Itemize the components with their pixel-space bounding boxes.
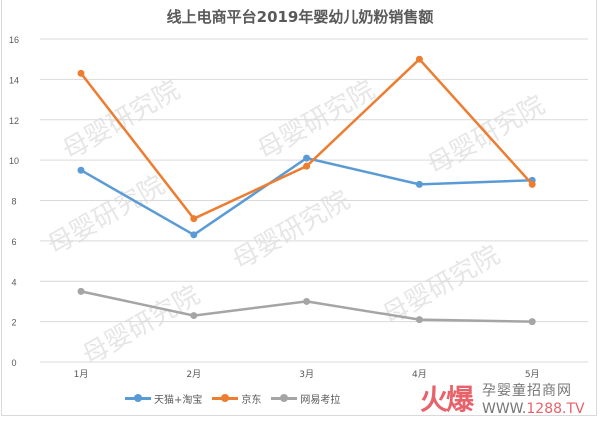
y-tick-label: 8 (11, 197, 16, 207)
legend-swatch (271, 394, 298, 402)
data-point (77, 287, 85, 295)
legend-swatch (212, 394, 239, 402)
x-tick-label: 2月 (186, 369, 201, 380)
data-point (415, 55, 423, 63)
legend: 天猫+淘宝 京东 网易考拉 (125, 391, 340, 406)
x-tick-label: 4月 (412, 369, 427, 380)
legend-item: 天猫+淘宝 (125, 391, 202, 406)
legend-swatch (125, 394, 151, 402)
data-point (415, 316, 423, 324)
y-tick-label: 0 (11, 358, 16, 368)
data-point (77, 166, 85, 174)
y-tick-label: 16 (9, 35, 19, 45)
x-tick-label: 5月 (525, 369, 540, 380)
data-point (303, 154, 311, 162)
legend-label: 天猫+淘宝 (154, 395, 203, 406)
data-point (415, 180, 423, 188)
legend-label: 京东 (241, 395, 262, 406)
logo-url-number: 1288.TV (526, 401, 585, 417)
x-tick-label: 1月 (74, 369, 89, 380)
y-tick-label: 12 (9, 116, 19, 126)
logo-name: 孕婴童招商网 (482, 383, 572, 399)
data-point (77, 69, 85, 77)
logo-url-prefix: WWW. (482, 401, 527, 417)
y-tick-label: 10 (9, 156, 19, 166)
site-logo: 火爆 孕婴童招商网 WWW.1288.TV (420, 383, 598, 419)
chart-title: 线上电商平台2019年婴幼儿奶粉销售额 (166, 8, 434, 26)
series-line (80, 290, 533, 323)
data-point (190, 312, 198, 320)
logo-url: WWW.1288.TV (482, 401, 585, 418)
logo-mark: 火爆 (420, 383, 474, 416)
y-tick-label: 2 (11, 318, 16, 328)
legend-label: 网易考拉 (300, 395, 341, 406)
legend-item: 京东 (212, 391, 261, 406)
data-point (303, 162, 311, 170)
series-line (80, 57, 534, 221)
y-tick-label: 6 (11, 237, 16, 247)
y-tick-label: 4 (11, 277, 16, 287)
legend-item: 网易考拉 (271, 391, 340, 406)
data-point (528, 318, 536, 326)
data-point (190, 215, 198, 223)
x-tick-label: 3月 (299, 369, 314, 380)
data-point (190, 231, 198, 239)
data-point (303, 297, 311, 305)
data-point (528, 180, 536, 188)
y-tick-label: 14 (9, 75, 19, 85)
